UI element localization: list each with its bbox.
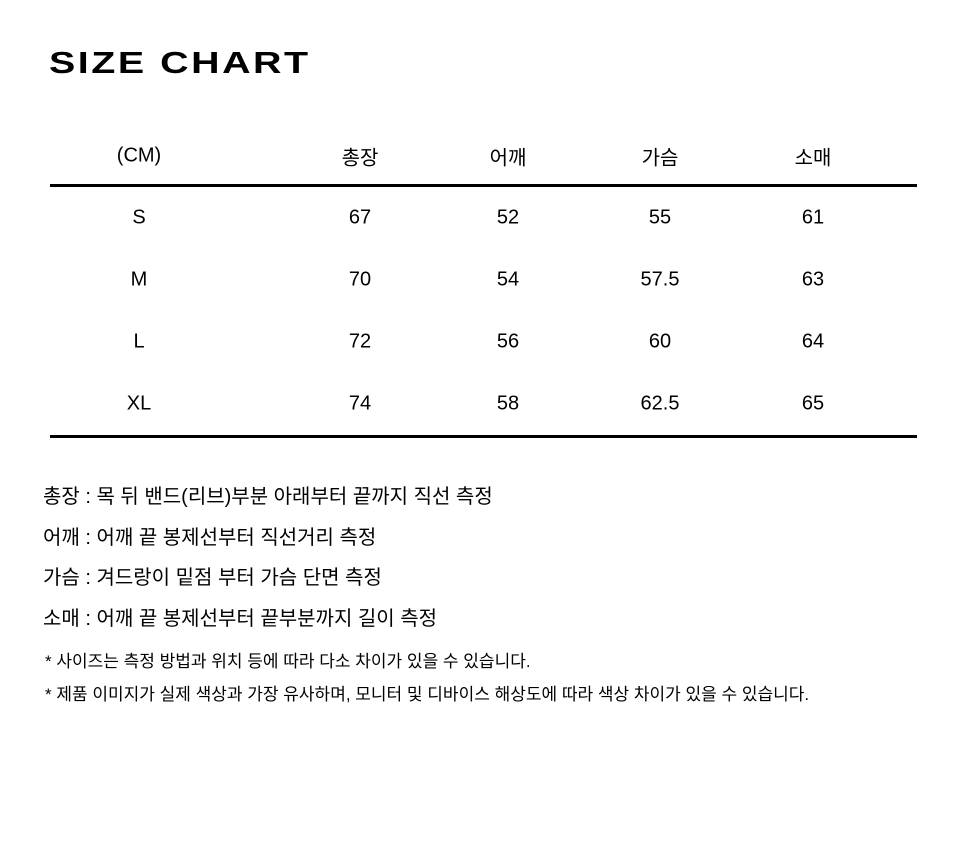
disclaimer-footnotes: * 사이즈는 측정 방법과 위치 등에 따라 다소 차이가 있을 수 있습니다.… (45, 646, 809, 711)
size-label: L (133, 330, 145, 353)
size-label: XL (126, 392, 152, 415)
shoulder-value: 52 (496, 206, 520, 229)
chest-value: 60 (648, 330, 672, 353)
table-row: L 72 56 60 64 (50, 311, 917, 373)
length-value: 67 (348, 206, 372, 229)
column-header-length: 총장 (341, 147, 379, 170)
size-table-header-row: (CM) 총장 어깨 가슴 소매 (50, 128, 917, 184)
table-row: S 67 52 55 61 (50, 187, 917, 249)
length-value: 70 (348, 268, 372, 291)
sleeve-value: 63 (801, 268, 825, 291)
column-header-chest: 가슴 (641, 147, 679, 170)
chest-value: 55 (648, 206, 672, 229)
size-label: S (132, 206, 146, 229)
size-table: (CM) 총장 어깨 가슴 소매 S 67 52 55 61 M 70 54 5… (50, 128, 917, 438)
shoulder-value: 56 (496, 330, 520, 353)
note-sleeve: 소매 : 어깨 끝 봉제선부터 끝부분까지 길이 측정 (43, 607, 438, 630)
column-header-sleeve: 소매 (794, 147, 832, 170)
chest-value: 62.5 (640, 392, 680, 415)
size-label: M (130, 268, 148, 291)
sleeve-value: 61 (801, 206, 825, 229)
table-row: XL 74 58 62.5 65 (50, 373, 917, 435)
note-chest: 가슴 : 겨드랑이 밑점 부터 가슴 단면 측정 (43, 567, 382, 589)
column-header-unit: (CM) (116, 144, 162, 167)
shoulder-value: 58 (496, 392, 520, 415)
sleeve-value: 64 (801, 330, 825, 353)
footnote-color-variance: * 제품 이미지가 실제 색상과 가장 유사하며, 모니터 및 디바이스 해상도… (45, 684, 810, 704)
note-length: 총장 : 목 뒤 밴드(리브)부분 아래부터 끝까지 직선 측정 (43, 486, 493, 508)
table-row: M 70 54 57.5 63 (50, 249, 917, 311)
chest-value: 57.5 (640, 268, 680, 291)
table-bottom-rule (50, 435, 917, 438)
shoulder-value: 54 (496, 268, 520, 291)
length-value: 72 (348, 330, 372, 353)
page-title: SIZE CHART (49, 45, 311, 80)
measurement-notes: 총장 : 목 뒤 밴드(리브)부분 아래부터 끝까지 직선 측정 어깨 : 어깨… (43, 477, 493, 639)
footnote-size-variance: * 사이즈는 측정 방법과 위치 등에 따라 다소 차이가 있을 수 있습니다. (45, 652, 531, 671)
sleeve-value: 65 (801, 392, 825, 415)
length-value: 74 (348, 392, 372, 415)
table-top-rule (50, 184, 917, 187)
column-header-shoulder: 어깨 (489, 147, 527, 170)
note-shoulder: 어깨 : 어깨 끝 봉제선부터 직선거리 측정 (43, 526, 377, 549)
